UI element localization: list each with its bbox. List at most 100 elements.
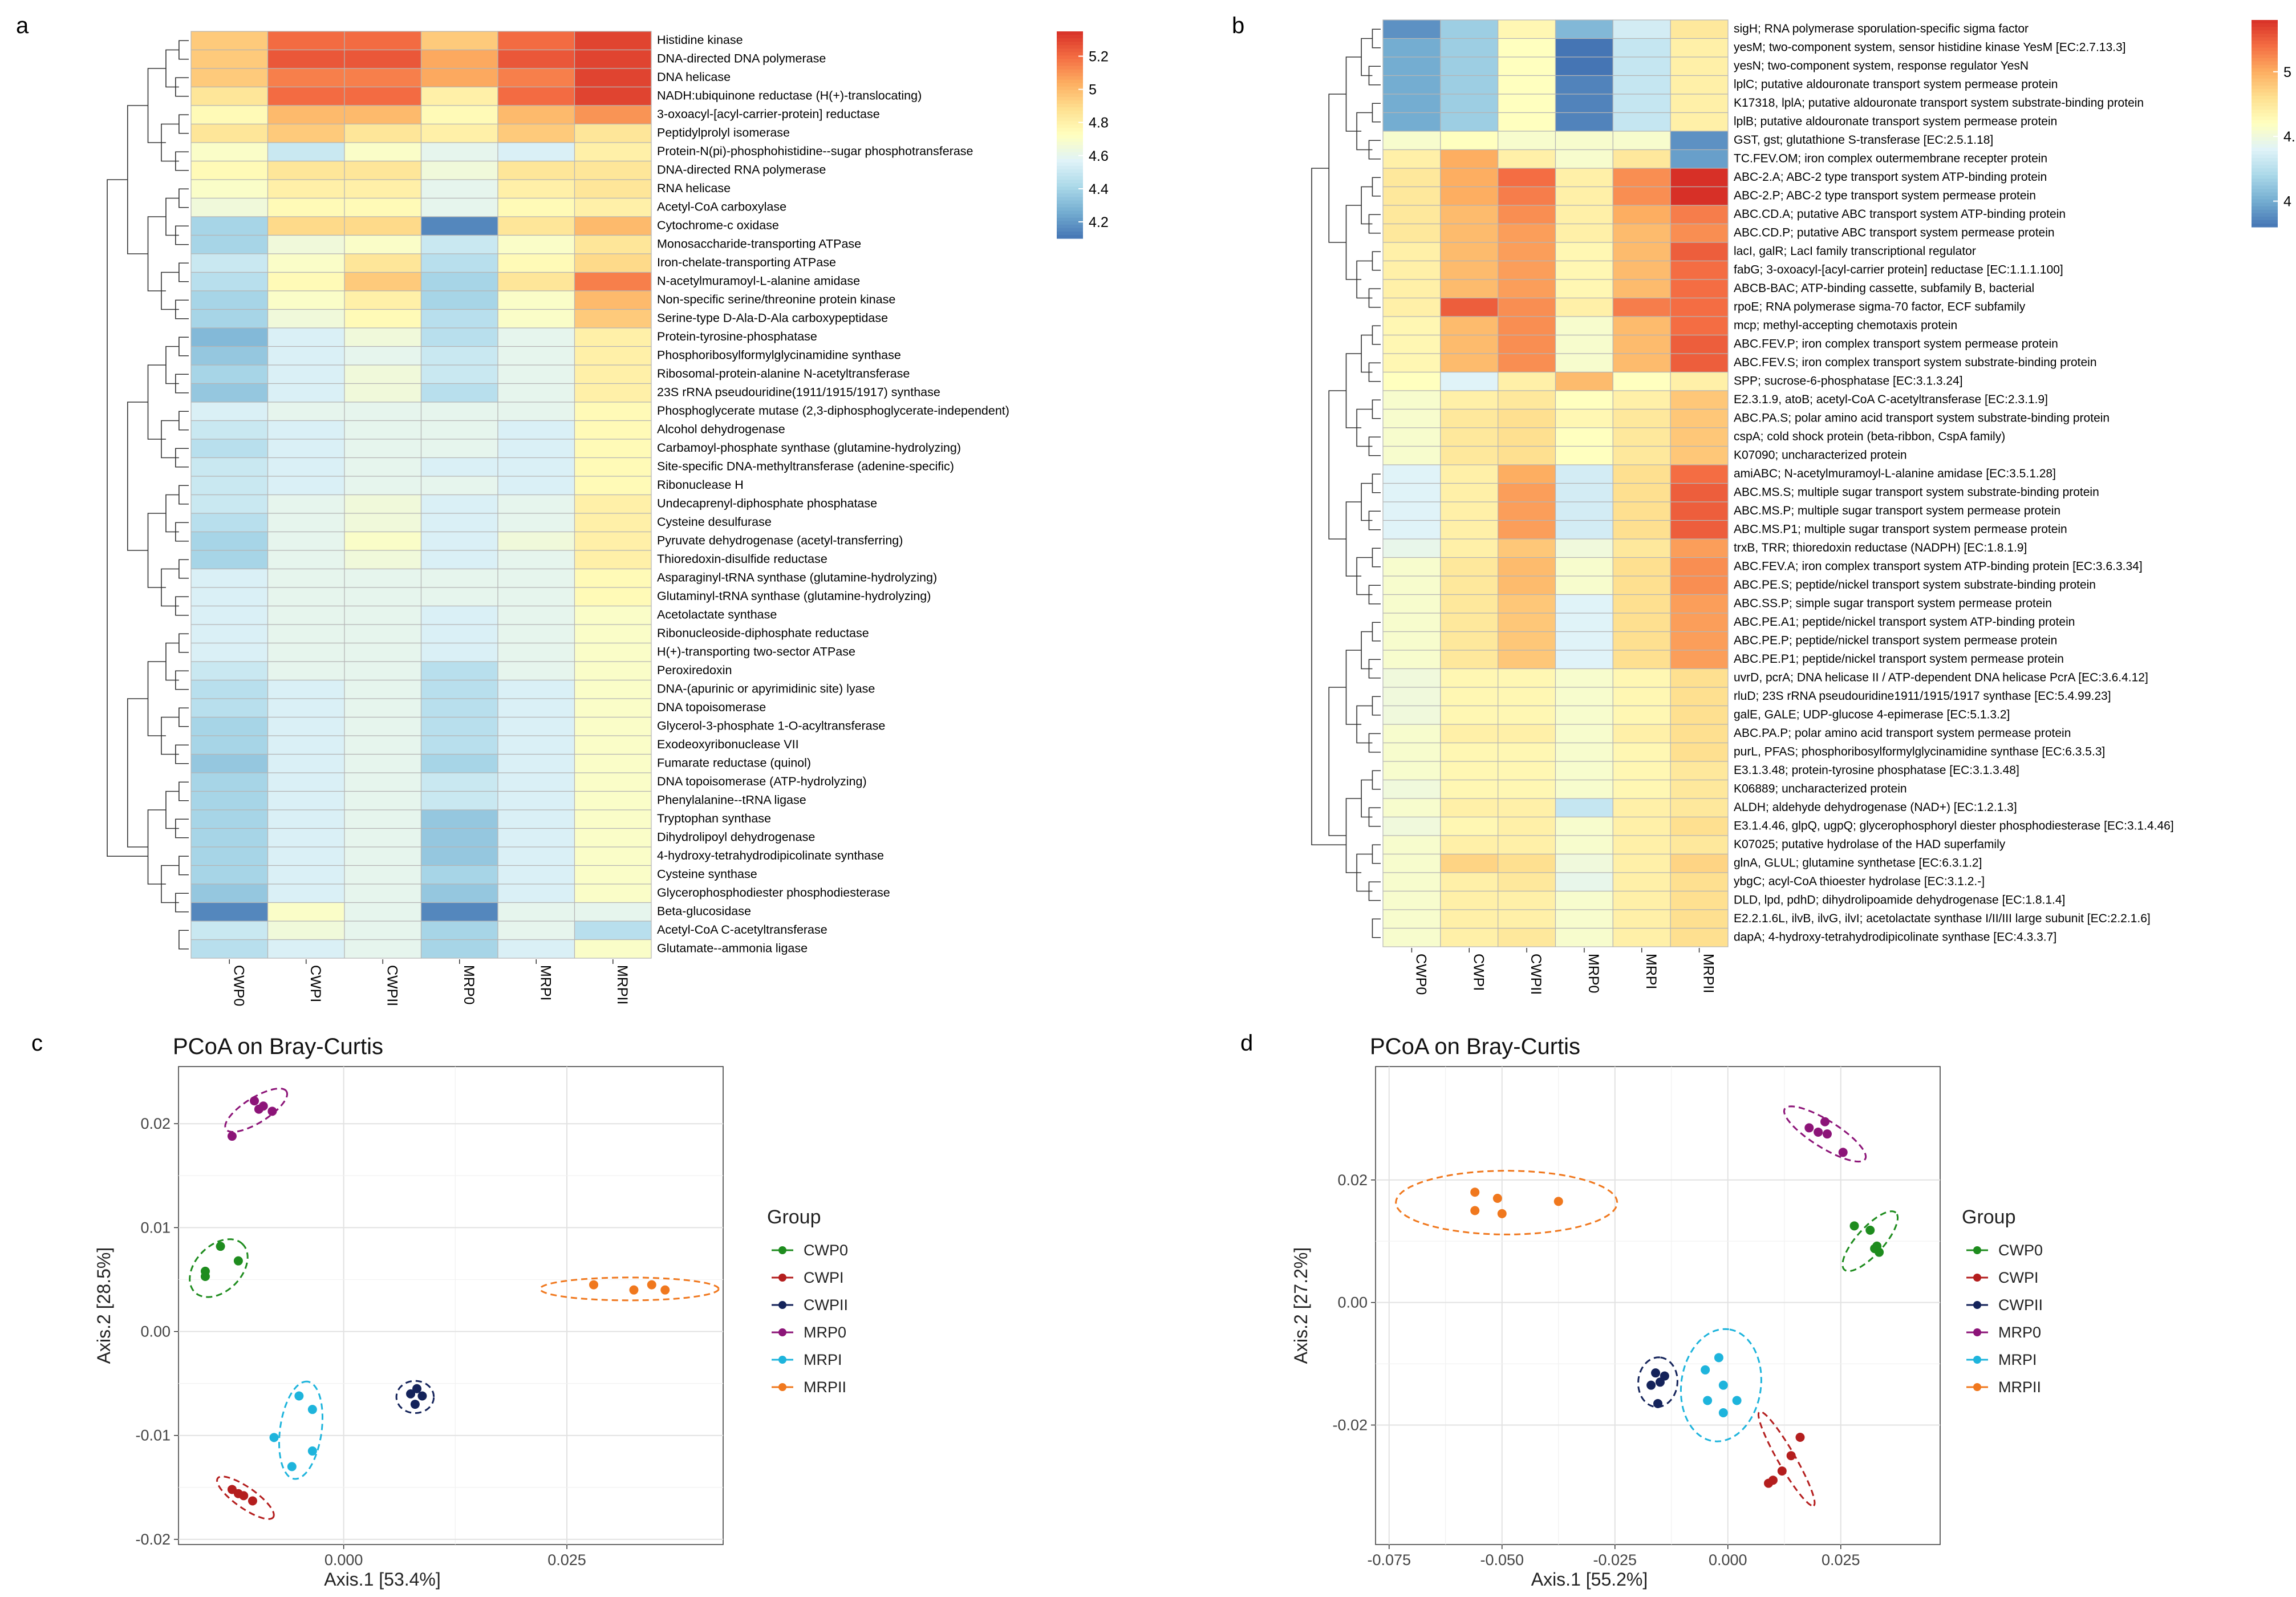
heatmap-cell: [1555, 445, 1613, 465]
data-point-CWP0: [200, 1266, 210, 1276]
legend-swatch: [2252, 85, 2278, 90]
heatmap-cell: [344, 86, 422, 106]
heatmap-cell: [190, 402, 269, 421]
heatmap-cell: [1498, 427, 1556, 447]
y-tick-label: -0.01: [135, 1427, 171, 1444]
heatmap-cell: [1498, 149, 1556, 169]
heatmap-cell: [420, 457, 498, 477]
legend-swatch: [1057, 72, 1083, 77]
legend-swatch: [2252, 40, 2278, 44]
heatmap-cell: [1670, 687, 1729, 707]
heatmap-cell: [344, 439, 422, 459]
heatmap-cell: [1612, 705, 1671, 725]
heatmap-cell: [1498, 724, 1556, 744]
row-label: Glutaminyl-tRNA synthase (glutamine-hydr…: [657, 589, 931, 603]
heatmap-cell: [1555, 816, 1613, 836]
heatmap-cell: [1670, 927, 1729, 947]
legend-label: MRP0: [804, 1324, 846, 1341]
heatmap-cell: [190, 716, 269, 736]
heatmap-cell: [1440, 149, 1499, 169]
heatmap-cell: [190, 642, 269, 662]
x-tick-label: 0.025: [1822, 1551, 1860, 1568]
heatmap-cell: [267, 197, 345, 217]
dendrogram-branch: [165, 791, 179, 829]
heatmap-cell: [1440, 761, 1499, 781]
heatmap-cell: [190, 587, 269, 607]
legend-swatch: [1057, 117, 1083, 121]
heatmap-cell: [497, 234, 575, 254]
column-label: CWPI: [307, 965, 323, 1002]
heatmap-cell: [190, 253, 269, 273]
heatmap-cell: [267, 865, 345, 885]
plot-title: PCoA on Bray-Curtis: [1370, 1034, 1580, 1059]
heatmap-cell: [497, 679, 575, 699]
panel-label-a: a: [16, 13, 29, 38]
heatmap-cell: [344, 31, 422, 51]
heatmap-cell: [1440, 557, 1499, 577]
y-tick-label: -0.02: [135, 1531, 171, 1548]
heatmap-cell: [1440, 260, 1499, 280]
heatmap-cell: [1555, 520, 1613, 540]
heatmap-cell: [497, 327, 575, 347]
dendrogram-branch: [179, 262, 189, 282]
confidence-ellipse-CWPI: [216, 1476, 275, 1520]
dendrogram-branch: [1328, 390, 1346, 540]
heatmap-cell: [1498, 131, 1556, 151]
legend-swatch: [1057, 138, 1083, 143]
heatmap-cell: [344, 846, 422, 866]
dendrogram-branch: [179, 114, 189, 134]
dendrogram-branch: [127, 698, 148, 848]
legend-label: CWP0: [804, 1242, 848, 1259]
heatmap-cell: [1670, 223, 1729, 243]
heatmap-cell: [1670, 149, 1729, 169]
heatmap-cell: [1670, 594, 1729, 614]
heatmap-cell: [1555, 260, 1613, 280]
heatmap-cell: [1612, 687, 1671, 707]
heatmap-cell: [420, 939, 498, 959]
heatmap-cell: [267, 402, 345, 421]
heatmap-cell: [1670, 334, 1729, 354]
y-tick-label: 0.01: [140, 1219, 171, 1236]
data-point-MRPI: [307, 1405, 317, 1414]
heatmap-cell: [1382, 483, 1441, 502]
row-label: yesN; two-component system, response reg…: [1734, 59, 2029, 72]
heatmap-cell: [344, 420, 422, 440]
y-axis-label: Axis.2 [28.5%]: [94, 1247, 114, 1364]
row-label: 3-oxoacyl-[acyl-carrier-protein] reducta…: [657, 107, 880, 121]
legend-swatch: [1057, 180, 1083, 184]
heatmap-cell: [1555, 909, 1613, 929]
heatmap-cell: [1612, 483, 1671, 502]
heatmap-cell: [1612, 260, 1671, 280]
legend-swatch: [1057, 93, 1083, 98]
heatmap-cell: [344, 939, 422, 959]
heatmap-cell: [1498, 353, 1556, 373]
confidence-ellipse-CWP0: [1841, 1210, 1899, 1272]
data-point-CWPII: [1646, 1380, 1656, 1390]
heatmap-cell: [497, 568, 575, 588]
legend-swatch: [1057, 69, 1083, 74]
heatmap-cell: [344, 642, 422, 662]
row-label: E2.2.1.6L, ilvB, ilvG, ilvI; acetolactat…: [1734, 912, 2151, 925]
x-tick-label: 0.000: [1709, 1551, 1747, 1568]
row-label: DNA-directed RNA polymerase: [657, 163, 826, 177]
heatmap-cell: [574, 642, 652, 662]
heatmap-cell: [1498, 835, 1556, 855]
heatmap-cell: [420, 809, 498, 829]
heatmap-cell: [1612, 56, 1671, 76]
legend-key-point: [1973, 1356, 1981, 1364]
legend-swatch: [2252, 71, 2278, 76]
legend-label: MRPI: [804, 1351, 842, 1368]
heatmap-cell: [1555, 779, 1613, 799]
heatmap-cell: [497, 698, 575, 718]
y-tick-label: 0.00: [140, 1323, 171, 1340]
heatmap-cell: [1612, 334, 1671, 354]
heatmap-cell: [420, 123, 498, 143]
heatmap-cell: [267, 86, 345, 106]
heatmap-cell: [574, 605, 652, 625]
heatmap-cell: [267, 253, 345, 273]
heatmap-cell: [1440, 131, 1499, 151]
heatmap-cell: [190, 865, 269, 885]
legend-swatch: [1057, 165, 1083, 170]
legend-swatch: [1057, 228, 1083, 232]
heatmap-cell: [1498, 408, 1556, 428]
